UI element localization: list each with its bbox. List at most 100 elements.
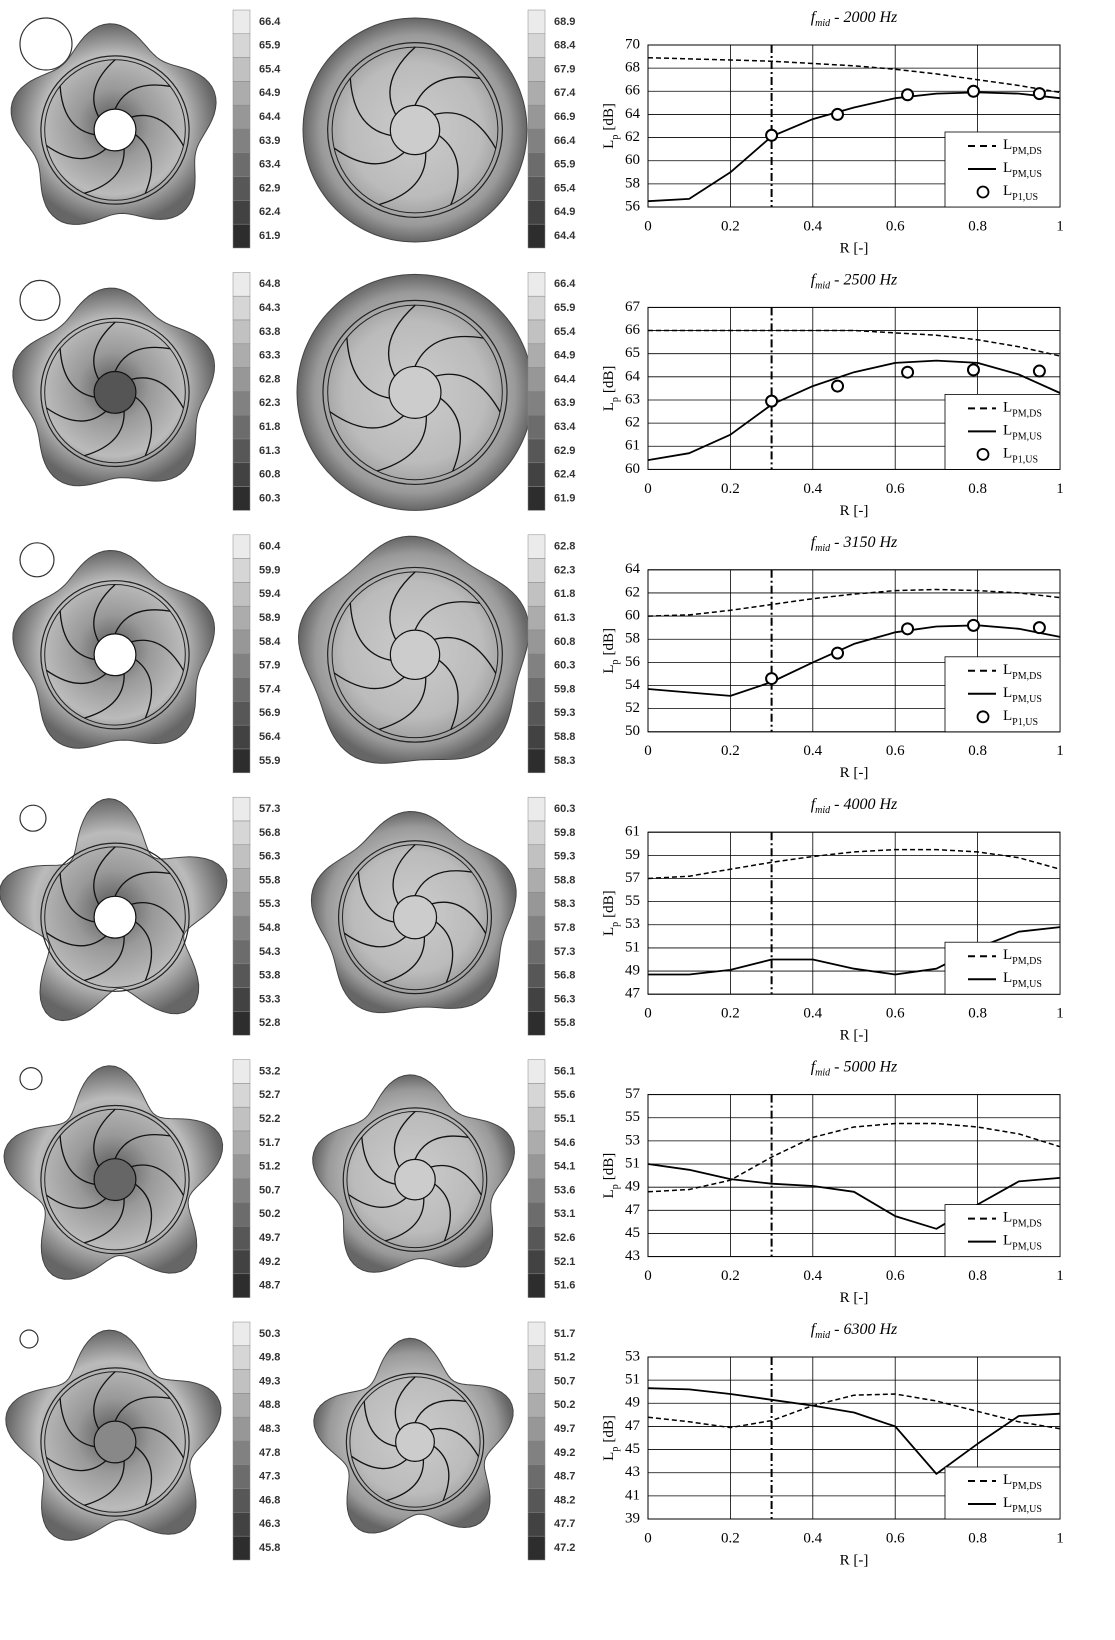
x-tick-label: 0.6	[886, 1268, 905, 1284]
y-tick-label: 45	[625, 1441, 640, 1457]
data-point	[1034, 88, 1045, 99]
x-tick-label: 0	[644, 218, 652, 234]
x-tick-label: 1	[1056, 743, 1064, 759]
colorbar-swatch	[528, 81, 545, 105]
colorbar-label: 63.4	[259, 159, 281, 171]
colorbar-label: 53.3	[259, 993, 280, 1005]
colorbar-swatch	[233, 749, 250, 773]
colorbar-swatch	[528, 821, 545, 845]
colorbar-label: 63.4	[554, 421, 576, 433]
colorbar-label: 49.2	[259, 1256, 280, 1268]
legend-label-main: L	[1003, 400, 1012, 416]
colorbar-label: 57.3	[554, 946, 575, 958]
colorbar-label: 49.7	[259, 1232, 280, 1244]
colorbar-swatch	[233, 940, 250, 964]
colorbar-swatch	[528, 1512, 545, 1536]
title-rest: - 2000 Hz	[834, 9, 898, 26]
x-axis-label: R [-]	[840, 503, 869, 519]
colorbar-label: 56.8	[554, 970, 575, 982]
colorbar-label: 56.4	[259, 731, 281, 743]
colorbar-label: 63.9	[259, 135, 280, 147]
colorbar-swatch	[528, 892, 545, 916]
colorbar-label: 65.4	[259, 63, 281, 75]
colorbar-swatch	[233, 869, 250, 893]
y-tick-label: 45	[625, 1225, 640, 1241]
colorbar-label: 54.3	[259, 946, 280, 958]
title-sub: mid	[815, 18, 831, 29]
series-line	[648, 1124, 1060, 1192]
legend-label-sub: P1,US	[1012, 454, 1038, 465]
series-line	[648, 850, 1060, 879]
x-axis-label: R [-]	[840, 1552, 869, 1568]
colorbar-label: 61.9	[554, 492, 575, 504]
chart-title: fmid- 2500 Hz	[811, 271, 898, 291]
data-point	[902, 89, 913, 100]
colorbar-label: 54.1	[554, 1161, 575, 1173]
x-tick-label: 0.4	[803, 218, 822, 234]
colorbar-label: 50.7	[554, 1375, 575, 1387]
colorbar-swatch	[233, 1060, 250, 1084]
colorbar-swatch	[528, 1322, 545, 1346]
series-line	[648, 1388, 1060, 1474]
colorbar-label: 58.3	[554, 755, 575, 767]
colorbar-label: 51.6	[554, 1280, 575, 1292]
colorbar-label: 56.9	[259, 707, 280, 719]
colorbar-swatch	[528, 797, 545, 821]
colorbar-label: 60.3	[554, 803, 575, 815]
legend-label-sub: P1,US	[1012, 192, 1038, 203]
colorbar-label: 52.7	[259, 1089, 280, 1101]
colorbar-swatch	[233, 845, 250, 869]
x-tick-label: 0.4	[803, 743, 822, 759]
data-point	[832, 109, 843, 120]
y-tick-label: 47	[625, 986, 641, 1002]
y-axis-label-rest: [dB]	[601, 366, 617, 394]
y-tick-label: 39	[625, 1510, 640, 1526]
y-axis-label-main: L	[601, 402, 617, 411]
colorbar-label: 57.4	[259, 683, 281, 695]
y-tick-label: 50	[625, 723, 640, 739]
colorbar-swatch	[528, 439, 545, 463]
y-tick-label: 67	[625, 299, 641, 315]
x-axis-label: R [-]	[840, 240, 869, 256]
y-tick-label: 60	[625, 608, 640, 624]
colorbar-label: 50.2	[554, 1399, 575, 1411]
y-tick-label: 66	[625, 83, 641, 99]
colorbar-swatch	[528, 678, 545, 702]
y-tick-label: 60	[625, 461, 640, 477]
data-point	[1034, 366, 1045, 377]
colorbar-swatch	[528, 1060, 545, 1084]
x-tick-label: 0.6	[886, 1530, 905, 1546]
colorbar-swatch	[233, 725, 250, 749]
colorbar-label: 56.3	[259, 851, 280, 863]
data-point	[902, 623, 913, 634]
colorbar-label: 51.7	[554, 1328, 575, 1340]
y-tick-label: 65	[625, 345, 640, 361]
legend-label-main: L	[1003, 1472, 1012, 1488]
y-tick-label: 62	[625, 415, 640, 431]
colorbar-swatch	[233, 892, 250, 916]
colorbar-label: 52.2	[259, 1113, 280, 1125]
colorbar-label: 46.3	[259, 1518, 280, 1530]
colorbar-swatch	[528, 749, 545, 773]
colorbar-swatch	[233, 630, 250, 654]
colorbar-swatch	[233, 559, 250, 583]
colorbar-label: 58.3	[554, 898, 575, 910]
x-tick-label: 0.8	[968, 218, 987, 234]
colorbar-swatch	[233, 1465, 250, 1489]
colorbar-label: 54.6	[554, 1137, 575, 1149]
colorbar-swatch	[233, 1179, 250, 1203]
legend-label-main: L	[1003, 708, 1012, 724]
legend-label-main: L	[1003, 183, 1012, 199]
colorbar-label: 66.4	[554, 135, 576, 147]
colorbar-label: 65.9	[554, 159, 575, 171]
colorbar-label: 53.2	[259, 1065, 280, 1077]
series-line	[648, 1394, 1060, 1429]
colorbar-swatch	[233, 1441, 250, 1465]
legend-label-main: L	[1003, 160, 1012, 176]
colorbar-swatch	[233, 1131, 250, 1155]
x-tick-label: 0.4	[803, 1530, 822, 1546]
data-point	[766, 396, 777, 407]
colorbar-swatch	[528, 654, 545, 678]
colorbar-swatch	[233, 320, 250, 344]
title-sub: mid	[815, 1067, 831, 1078]
